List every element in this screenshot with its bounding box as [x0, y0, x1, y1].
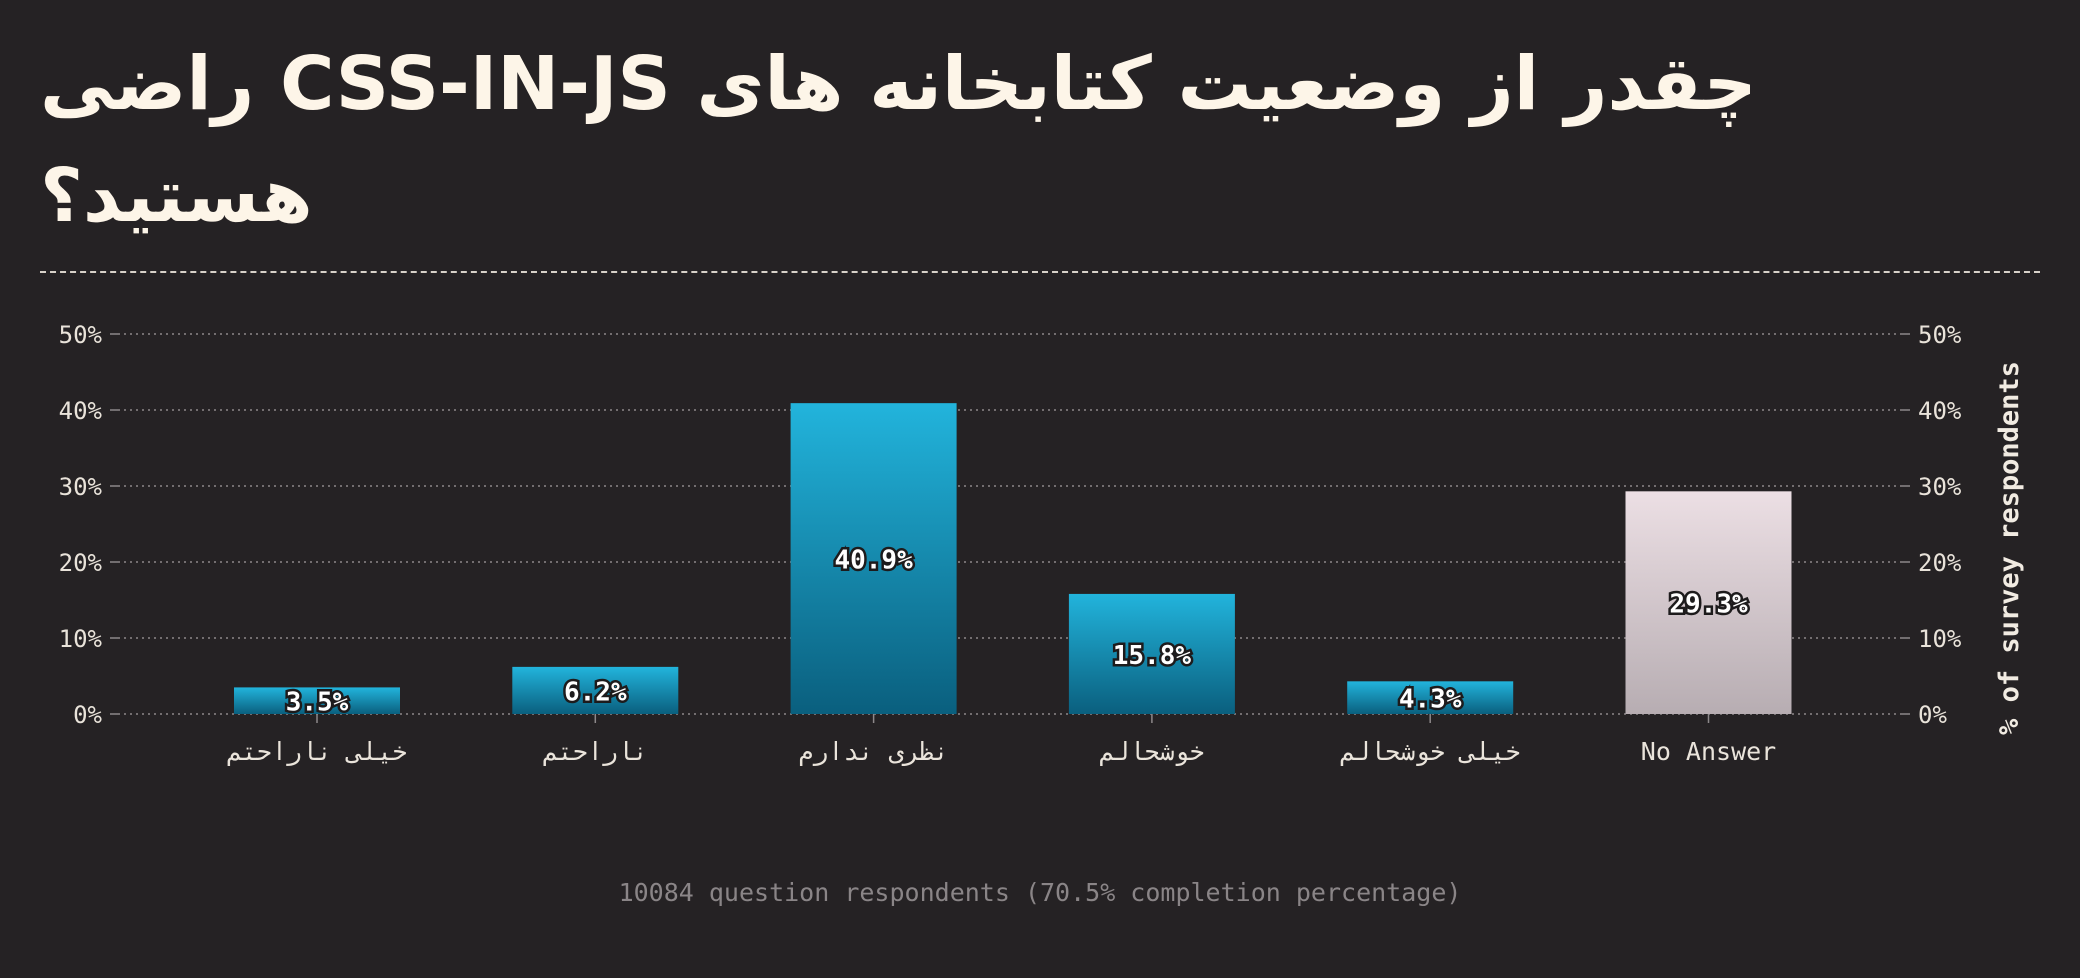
y-tick-label: 0%: [1918, 701, 1947, 729]
x-axis: خیلی ناراحتم ناراحتم نظری ندارم خوشحالم خیلی…: [227, 714, 1776, 766]
y-tick-label: 10%: [1918, 625, 1962, 653]
y-tick-label: 20%: [1918, 549, 1962, 577]
respondents-footer: 10084 question respondents (70.5% comple…: [618, 878, 1462, 907]
y-tick-label: 30%: [59, 473, 103, 501]
bar: [1347, 681, 1514, 714]
y-axis-right: 0% 10% 20% 30% 40% 50%: [1902, 321, 1962, 729]
y-tick-label: 20%: [59, 549, 103, 577]
chart-title: چقدر از وضعیت کتابخانه های CSS-IN-JS راض…: [40, 41, 1757, 239]
data-label: 4.3%: [1399, 685, 1462, 715]
category-label: خیلی خوشحالم: [1340, 737, 1521, 766]
y-tick-label: 40%: [59, 397, 103, 425]
y-axis-title: % of survey respondents: [1994, 361, 2025, 735]
y-tick-label: 30%: [1918, 473, 1962, 501]
bar: [790, 403, 957, 714]
data-labels: 3.5% 6.2% 40.9% 15.8% 4.3% 29.3%: [283, 543, 1750, 720]
y-tick-label: 0%: [73, 701, 102, 729]
category-label: خیلی ناراحتم: [227, 737, 408, 766]
y-tick-label: 10%: [59, 625, 103, 653]
bar: [1625, 491, 1792, 714]
bar: [1068, 593, 1235, 714]
data-label: 29.3%: [1669, 590, 1748, 620]
data-label: 3.5%: [286, 688, 349, 718]
y-tick-label: 50%: [1918, 321, 1962, 349]
y-tick-label: 40%: [1918, 397, 1962, 425]
y-axis-left: 0% 10% 20% 30% 40% 50%: [59, 321, 118, 729]
bars: [234, 403, 1792, 714]
category-label: ناراحتم: [543, 737, 648, 766]
bar-chart: 0% 10% 20% 30% 40% 50% 0% 10% 20% 30% 40% 50% خیلی…: [59, 321, 2025, 766]
category-label: خوشحالم: [1099, 737, 1204, 766]
category-label: نظری ندارم: [798, 737, 949, 766]
bar: [512, 666, 679, 714]
bar: [234, 687, 400, 714]
y-tick-label: 50%: [59, 321, 103, 349]
category-label: No Answer: [1641, 737, 1776, 766]
data-label: 15.8%: [1113, 641, 1192, 671]
data-label: 6.2%: [564, 677, 627, 707]
title-divider: [40, 271, 2040, 273]
data-label: 40.9%: [834, 546, 913, 576]
